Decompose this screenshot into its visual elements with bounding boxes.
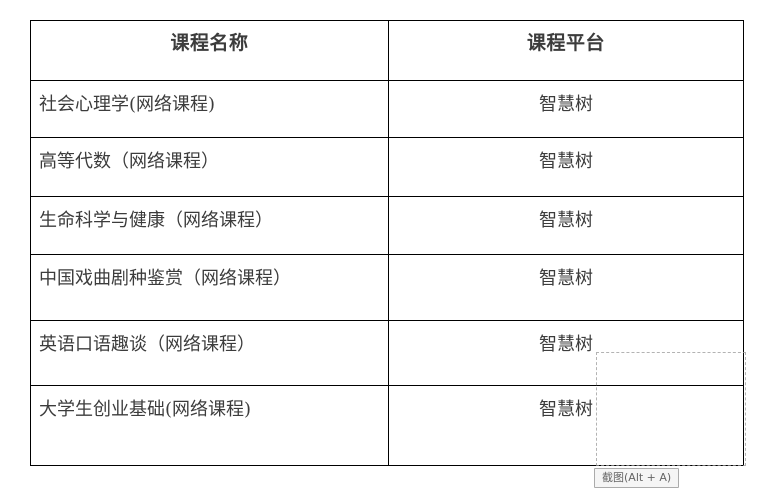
table-body: 社会心理学(网络课程) 智慧树 高等代数（网络课程） 智慧树 生命科学与健康（网… [30,80,744,466]
cell-course-name: 高等代数（网络课程） [30,137,389,197]
table-row: 生命科学与健康（网络课程） 智慧树 [30,196,744,255]
cell-course-platform: 智慧树 [388,254,744,321]
table-row: 大学生创业基础(网络课程) 智慧树 [30,385,744,466]
cell-course-name: 生命科学与健康（网络课程） [30,196,389,255]
capture-shortcut-tooltip[interactable]: 截图(Alt + A) [594,468,680,488]
table-row: 高等代数（网络课程） 智慧树 [30,137,744,197]
cell-course-name: 中国戏曲剧种鉴赏（网络课程） [30,254,389,321]
cell-course-platform: 智慧树 [388,320,744,386]
table-header-row: 课程名称 课程平台 [30,20,744,81]
table-row: 中国戏曲剧种鉴赏（网络课程） 智慧树 [30,254,744,321]
column-header-course-name: 课程名称 [30,20,389,81]
cell-course-name: 大学生创业基础(网络课程) [30,385,389,466]
cell-course-name: 英语口语趣谈（网络课程） [30,320,389,386]
table-header: 课程名称 课程平台 [30,20,744,81]
cell-course-name: 社会心理学(网络课程) [30,80,389,138]
table-row: 社会心理学(网络课程) 智慧树 [30,80,744,138]
column-header-course-platform: 课程平台 [388,20,744,81]
course-table: 课程名称 课程平台 社会心理学(网络课程) 智慧树 高等代数（网络课程） 智慧树… [30,20,744,466]
table-row: 英语口语趣谈（网络课程） 智慧树 [30,320,744,386]
cell-course-platform: 智慧树 [388,385,744,466]
cell-course-platform: 智慧树 [388,80,744,138]
cell-course-platform: 智慧树 [388,196,744,255]
cell-course-platform: 智慧树 [388,137,744,197]
